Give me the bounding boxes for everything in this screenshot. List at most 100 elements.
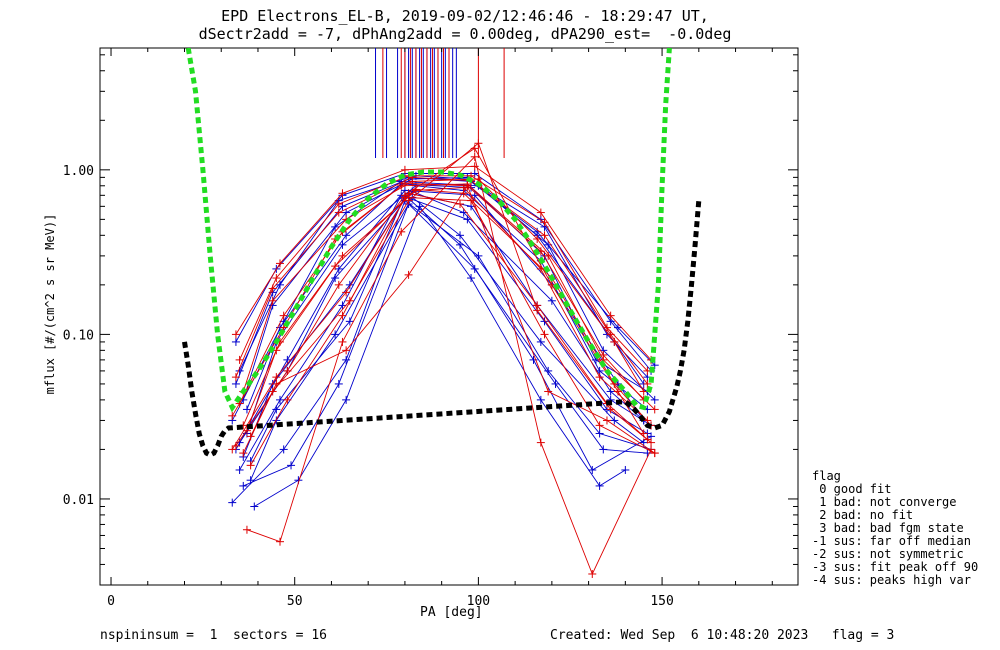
data-point — [606, 311, 615, 320]
data-point — [533, 301, 542, 310]
data-point — [606, 387, 615, 396]
series-line — [242, 178, 645, 392]
data-point — [334, 379, 343, 388]
data-point — [276, 537, 285, 546]
data-point — [272, 373, 281, 382]
data-point — [250, 502, 259, 511]
flag-legend: flag 0 good fit 1 bad: not converge 2 ba… — [812, 470, 978, 587]
data-point — [338, 189, 347, 198]
data-point — [334, 199, 343, 208]
data-point — [242, 405, 251, 414]
data-point — [411, 185, 420, 194]
data-point — [239, 481, 248, 490]
data-point — [342, 355, 351, 364]
data-point — [599, 350, 608, 359]
x-axis-label: PA [deg] — [420, 605, 483, 620]
series-line — [246, 185, 648, 434]
data-point — [474, 139, 483, 148]
series-line — [235, 175, 656, 385]
series-line — [239, 190, 644, 443]
data-point — [602, 323, 611, 332]
data-point — [342, 346, 351, 355]
legend-item: 3 bad: bad fgm state — [812, 521, 964, 535]
data-point — [231, 373, 240, 382]
data-point — [231, 330, 240, 339]
data-point — [544, 251, 553, 260]
x-tick-label: 100 — [467, 594, 490, 609]
series-line — [239, 182, 645, 404]
data-point — [342, 288, 351, 297]
data-point — [279, 445, 288, 454]
data-point — [287, 461, 296, 470]
x-tick-label: 0 — [107, 594, 115, 609]
data-point — [613, 323, 622, 332]
data-point — [400, 179, 409, 188]
data-point — [602, 416, 611, 425]
data-point — [246, 461, 255, 470]
y-tick-label: 1.00 — [63, 164, 94, 179]
data-point — [331, 330, 340, 339]
fit-curve-green — [185, 48, 672, 413]
data-point — [342, 395, 351, 404]
data-point — [231, 379, 240, 388]
legend-item: 2 bad: no fit — [812, 508, 914, 522]
x-tick-label: 50 — [287, 594, 303, 609]
data-point — [540, 330, 549, 339]
data-point — [647, 445, 656, 454]
data-point — [235, 465, 244, 474]
data-point — [334, 280, 343, 289]
data-point — [268, 284, 277, 293]
data-point — [272, 405, 281, 414]
data-point — [268, 296, 277, 305]
data-point — [400, 165, 409, 174]
data-point — [331, 222, 340, 231]
data-point — [456, 231, 465, 240]
footer-left: nspininsum = 1 sectors = 16 — [100, 628, 327, 643]
data-point — [536, 337, 545, 346]
data-point — [342, 231, 351, 240]
data-point — [474, 251, 483, 260]
data-point — [404, 270, 413, 279]
legend-item: 1 bad: not converge — [812, 495, 957, 509]
data-point — [246, 432, 255, 441]
data-point — [588, 569, 597, 578]
data-point — [345, 317, 354, 326]
data-point — [276, 280, 285, 289]
data-point — [540, 231, 549, 240]
legend-title: flag — [812, 469, 841, 483]
data-point — [606, 330, 615, 339]
series-line — [239, 194, 648, 471]
data-point — [595, 373, 604, 382]
data-point — [595, 421, 604, 430]
y-tick-label: 0.10 — [63, 328, 94, 343]
series-line — [235, 176, 648, 385]
data-point — [470, 152, 479, 161]
data-point — [415, 202, 424, 211]
data-point — [599, 445, 608, 454]
series-line — [250, 184, 655, 454]
data-point — [467, 196, 476, 205]
data-point — [650, 405, 659, 414]
series-line — [254, 205, 626, 507]
y-axis-label: mflux [#/(cm^2 s sr MeV)] — [43, 213, 57, 395]
series-line — [246, 155, 652, 576]
data-point — [231, 337, 240, 346]
data-point — [467, 274, 476, 283]
data-point — [342, 208, 351, 217]
data-point — [650, 449, 659, 458]
chart-title-line1: EPD Electrons_EL-B, 2019-09-02/12:46:46 … — [221, 7, 709, 25]
legend-item: -3 sus: fit peak off 90 — [812, 560, 979, 574]
data-point — [272, 274, 281, 283]
data-point — [345, 280, 354, 289]
data-point — [643, 379, 652, 388]
series-line — [250, 196, 655, 466]
data-point — [643, 435, 652, 444]
data-point — [536, 438, 545, 447]
series-line — [246, 187, 648, 431]
data-point — [595, 429, 604, 438]
data-point — [456, 240, 465, 249]
legend-item: 0 good fit — [812, 482, 892, 496]
data-point — [334, 208, 343, 217]
data-point — [547, 296, 556, 305]
